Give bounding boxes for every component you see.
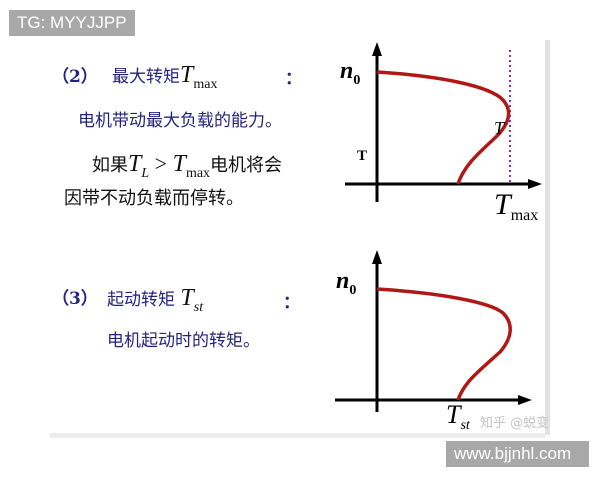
- graph1-curve-t-label: T: [494, 118, 505, 138]
- graph1-axes: [345, 42, 542, 202]
- section2-condition: 如果TL > Tmax电机将会: [92, 151, 283, 181]
- section2-condition-line2: 因带不动负载而停转。: [64, 188, 244, 209]
- graph1-y-arrow: [372, 42, 382, 56]
- graph1-t-label: T: [357, 148, 368, 164]
- section3-colon: ：: [283, 293, 300, 313]
- graph2-tst-label: Tst: [446, 400, 470, 433]
- section3-description: 电机起动时的转矩。: [107, 331, 260, 351]
- graph1-tmax-label: Tmax: [494, 188, 539, 224]
- bottom-border: [50, 433, 545, 438]
- watermark-site: www.bjjnhl.com: [446, 441, 589, 467]
- section2-colon: ：: [285, 69, 302, 89]
- section2-description: 电机带动最大负载的能力。: [78, 111, 282, 131]
- graph2-n0-label: n0: [336, 268, 357, 298]
- graph1-curve: [376, 70, 511, 185]
- watermark-zhihu: 知乎 @蜕变: [480, 416, 550, 431]
- watermark-tg: TG: MYYJJPP: [9, 10, 135, 36]
- graph1-n0-label: n0: [340, 58, 361, 88]
- section2-title: 最大转矩Tmax: [112, 62, 218, 92]
- graph1-x-arrow: [528, 179, 542, 189]
- graph2-x-arrow: [518, 395, 532, 405]
- right-border: [545, 40, 550, 435]
- section3-title: 起动转矩 Tst: [107, 285, 204, 315]
- graph2-y-arrow: [372, 250, 382, 264]
- section3-number: （3）: [52, 289, 98, 309]
- graph2-curve: [376, 287, 512, 401]
- section2-number: （2）: [52, 67, 98, 87]
